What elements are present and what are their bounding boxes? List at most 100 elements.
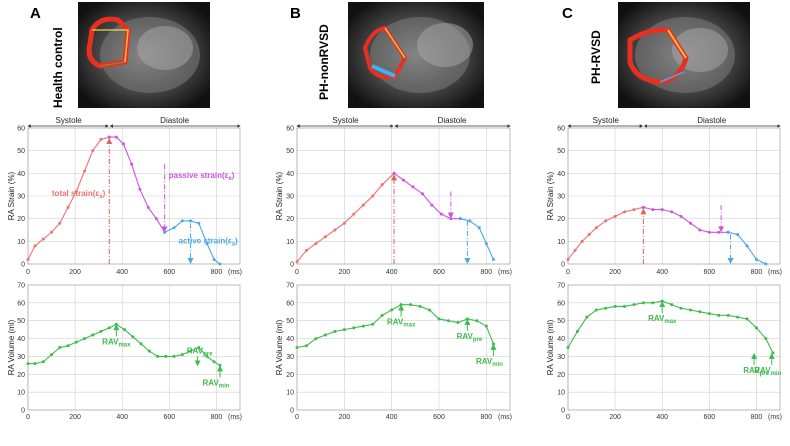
data-point (660, 299, 664, 303)
data-point (197, 221, 201, 225)
data-point (698, 228, 702, 232)
y-tick-label: 60 (286, 300, 294, 307)
data-point (295, 346, 299, 349)
group-label-c: PH-RVSD (589, 30, 603, 84)
x-tick-label: 200 (609, 414, 621, 421)
panel-a-header: A Health control (30, 2, 210, 108)
x-tick-label: 400 (116, 269, 128, 276)
y-tick-label: 30 (557, 354, 565, 361)
y-tick-label: 50 (557, 318, 565, 325)
x-tick-label: 600 (163, 269, 175, 276)
data-point (91, 149, 95, 153)
data-point (736, 233, 740, 237)
y-tick-label: 20 (557, 372, 565, 379)
y-tick-label: 40 (17, 171, 25, 178)
y-tick-label: 20 (286, 372, 294, 379)
x-tick-label: 400 (116, 414, 128, 421)
rav-min-label: RAVmin (476, 357, 503, 368)
data-point (745, 244, 749, 248)
rav-pre-label: RAVpre (187, 346, 213, 357)
data-point (575, 329, 579, 333)
systole-label: Systole (593, 116, 620, 125)
data-point (352, 212, 356, 216)
data-point (484, 324, 488, 328)
x-tick-label: 200 (69, 269, 81, 276)
rav-min-label: RAVmin (202, 378, 229, 389)
data-point (390, 308, 394, 312)
y-tick-label: 70 (557, 283, 565, 290)
plot-frame (567, 127, 781, 265)
data-point (205, 354, 209, 358)
y-axis-label: RA Volume (ml) (546, 319, 555, 375)
data-point (212, 360, 216, 364)
x-tick-label: 400 (656, 414, 668, 421)
data-point (566, 346, 570, 349)
y-tick-label: 60 (286, 126, 294, 133)
data-point (26, 257, 30, 261)
data-point (651, 301, 655, 305)
y-tick-label: 0 (21, 262, 25, 269)
rav-max-label: RAVmax (102, 337, 131, 348)
data-point (754, 257, 758, 261)
data-point (641, 301, 645, 305)
panel-letter-b: B (290, 5, 301, 22)
data-point (66, 205, 70, 209)
data-point (764, 262, 768, 266)
data-point (139, 342, 143, 346)
data-point (172, 354, 176, 358)
data-point (449, 217, 453, 221)
series-line-strain_active (728, 231, 767, 265)
group-label-a: Health control (51, 27, 65, 108)
plot-frame (567, 284, 781, 411)
data-point (205, 242, 209, 246)
data-point (399, 303, 403, 307)
data-point (717, 230, 721, 234)
rav-min-label: RAVmin (754, 366, 781, 377)
data-point (164, 354, 168, 358)
data-point (764, 337, 768, 341)
y-tick-label: 10 (557, 239, 565, 246)
x-tick-label: 200 (338, 414, 350, 421)
x-tick-label: 800 (480, 414, 492, 421)
data-point (613, 304, 617, 308)
data-point (726, 230, 730, 234)
y-tick-label: 30 (286, 354, 294, 361)
plot-frame (27, 127, 241, 265)
data-point (736, 315, 740, 319)
data-point (439, 212, 443, 216)
data-point (468, 219, 472, 223)
y-tick-label: 50 (286, 318, 294, 325)
data-point (218, 262, 222, 266)
y-tick-label: 70 (286, 283, 294, 290)
data-point (131, 335, 135, 339)
x-tick-label: 200 (338, 269, 350, 276)
data-point (41, 360, 45, 364)
data-point (333, 329, 337, 333)
data-point (380, 183, 384, 187)
x-tick-label: 800 (211, 414, 223, 421)
data-point (342, 221, 346, 225)
mri-image-c (618, 2, 750, 108)
data-point (58, 221, 62, 225)
data-point (477, 226, 481, 230)
data-point (146, 205, 150, 209)
diastole-label: Diastole (160, 116, 189, 125)
data-point (670, 210, 674, 214)
data-point (641, 205, 645, 209)
data-point (163, 230, 167, 234)
data-point (114, 322, 118, 326)
data-point (594, 226, 598, 230)
y-tick-label: 30 (17, 354, 25, 361)
x-tick-label: 0 (566, 269, 570, 276)
series-line-strain_systole (567, 206, 644, 260)
y-tick-label: 40 (286, 336, 294, 343)
data-point (679, 306, 683, 310)
y-tick-label: 0 (561, 262, 565, 269)
series-line-strain_active (460, 218, 494, 260)
y-tick-label: 30 (557, 194, 565, 201)
data-point (314, 337, 318, 341)
data-point (651, 208, 655, 212)
data-point (717, 313, 721, 317)
